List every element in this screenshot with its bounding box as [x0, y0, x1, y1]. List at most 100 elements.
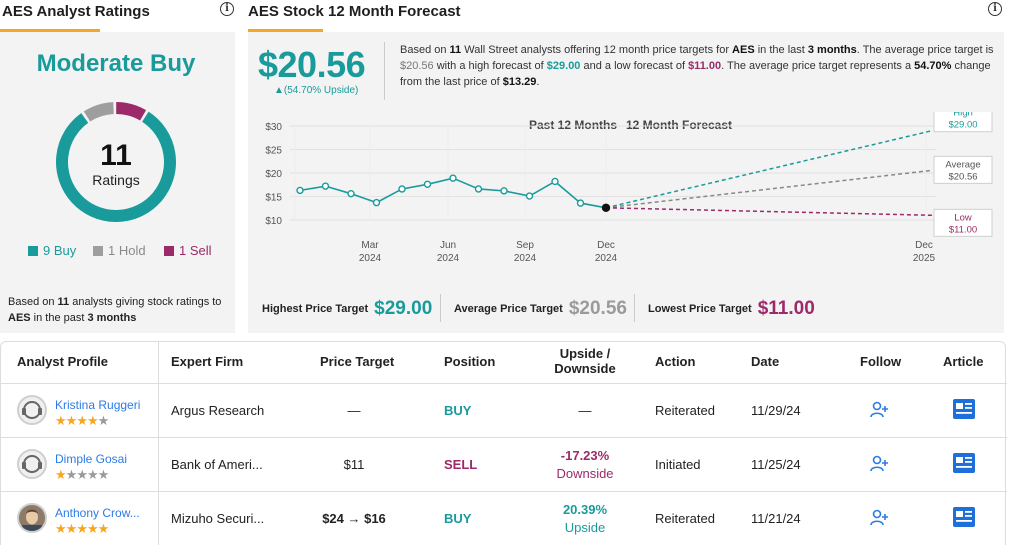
star-icon: ★: [65, 467, 78, 482]
forecast-label-value: $29.00: [948, 120, 977, 131]
ratings-card: Moderate Buy 11 Ratings 9 Buy 1 Hold 1 S…: [0, 32, 235, 333]
forecast-divider: [384, 42, 385, 100]
average-price-target: $20.56: [258, 44, 366, 85]
position-badge: BUY: [444, 511, 472, 526]
y-tick-label: $15: [265, 193, 282, 204]
footer-period: 3 months: [87, 312, 137, 324]
star-icon: ★: [86, 521, 99, 536]
price-target: —: [347, 403, 361, 418]
average-target-label: Average Price Target: [454, 303, 563, 315]
follow-add-user-icon[interactable]: [870, 401, 890, 424]
history-point: [525, 192, 534, 200]
forecast-panel-accent: [248, 29, 323, 32]
forecast-label-box: [933, 208, 993, 237]
footer-text: Based on: [8, 296, 58, 308]
forecast-label-name: Low: [954, 212, 972, 223]
avatar[interactable]: [17, 449, 47, 479]
follow-add-user-icon[interactable]: [870, 509, 890, 532]
consensus-rating: Moderate Buy: [36, 50, 196, 77]
x-tick-year: 2024: [514, 253, 537, 264]
ratings-panel-accent: [0, 29, 100, 32]
legend-buy-label: 9 Buy: [43, 243, 77, 258]
date: 11/21/24: [751, 511, 801, 526]
x-tick-year: 2024: [437, 253, 460, 264]
follow-add-user-icon[interactable]: [870, 455, 890, 478]
summary-divider-1: [440, 294, 441, 322]
upside-percent: ▲(54.70% Upside): [274, 85, 359, 96]
average-target: Average Price Target $20.56: [454, 298, 627, 320]
donut-segment-hold: [83, 102, 115, 122]
legend-sell-swatch: [164, 245, 174, 256]
header-price-target: Price Target: [320, 354, 395, 369]
x-tick-month: Jun: [440, 240, 456, 251]
donut-segment-sell: [115, 102, 147, 121]
forecast-label-value: $11.00: [949, 224, 977, 235]
article-icon[interactable]: [952, 398, 976, 425]
history-point: [347, 189, 355, 198]
analyst-name-link[interactable]: Anthony Crow...: [55, 506, 140, 520]
y-tick-label: $20: [265, 169, 282, 180]
expert-firm: Mizuho Securi...: [171, 511, 265, 526]
legend-hold: 1 Hold: [93, 243, 146, 258]
header-downside: Downside: [554, 361, 616, 376]
summary-divider-2: [634, 294, 635, 322]
star-icon: ★: [76, 521, 88, 536]
row-divider: [1, 383, 1007, 384]
analyst-name-link[interactable]: Kristina Ruggeri: [55, 398, 141, 412]
star-icon: ★: [76, 413, 88, 428]
upside-value: 20.39%: [562, 502, 608, 517]
ratings-donut: [56, 102, 176, 222]
avatar[interactable]: [17, 503, 47, 533]
article-icon[interactable]: [952, 506, 976, 533]
legend-sell-label: 1 Sell: [179, 243, 212, 258]
x-tick-month: Mar: [361, 240, 379, 251]
history-point: [449, 174, 457, 182]
forecast-low-label: Low$11.00: [933, 208, 993, 237]
forecast-label-value: $20.56: [948, 171, 977, 182]
star-icon: ★: [65, 413, 78, 428]
y-tick-label: $30: [265, 122, 282, 133]
legend-buy: 9 Buy: [28, 243, 76, 258]
forecast-label-box: [933, 112, 993, 133]
highest-target: Highest Price Target $29.00: [262, 298, 432, 320]
avatar[interactable]: [17, 395, 47, 425]
lowest-target: Lowest Price Target $11.00: [648, 298, 815, 320]
footer-text-3: in the past: [30, 312, 88, 324]
star-icon: ★: [97, 467, 110, 482]
legend-sell: 1 Sell: [164, 243, 212, 258]
date: 11/25/24: [751, 457, 801, 472]
position-badge: BUY: [444, 403, 472, 418]
history-point: [372, 198, 381, 207]
history-series-line: [299, 177, 607, 209]
x-tick-month: Dec: [597, 240, 615, 251]
row-divider: [1, 437, 1007, 438]
header-expert-firm: Expert Firm: [171, 354, 244, 369]
upside-value: -17.23%: [560, 448, 610, 463]
header-position: Position: [444, 354, 496, 369]
table-row: Anthony Crow... ★★★★★ Mizuho Securi... $…: [1, 492, 1007, 545]
date: 11/29/24: [751, 403, 801, 418]
expert-firm: Bank of Ameri...: [171, 457, 263, 472]
star-icon: ★: [55, 413, 67, 428]
upside-label: Upside: [564, 520, 606, 535]
article-icon[interactable]: [952, 452, 976, 479]
y-tick-label: $25: [265, 146, 282, 157]
lowest-target-label: Lowest Price Target: [648, 303, 752, 315]
header-follow: Follow: [860, 354, 902, 369]
info-icon[interactable]: i: [220, 2, 234, 16]
history-point: [500, 187, 508, 195]
star-icon: ★: [97, 521, 110, 536]
forecast-label-box: [933, 155, 993, 184]
lowest-target-value: $11.00: [757, 298, 815, 319]
upside-label: Downside: [556, 466, 614, 481]
analyst-name-link[interactable]: Dimple Gosai: [55, 452, 128, 466]
history-point: [423, 180, 432, 188]
forecast-label-name: Average: [945, 159, 980, 170]
highest-target-label: Highest Price Target: [262, 303, 369, 315]
action: Reiterated: [655, 511, 715, 526]
ratings-panel-title: AES Analyst Ratings: [2, 3, 150, 20]
analyst-star-rating: ★★★★★: [55, 467, 110, 482]
info-icon[interactable]: i: [988, 2, 1002, 16]
legend-hold-label: 1 Hold: [108, 243, 146, 258]
history-point: [474, 185, 483, 193]
